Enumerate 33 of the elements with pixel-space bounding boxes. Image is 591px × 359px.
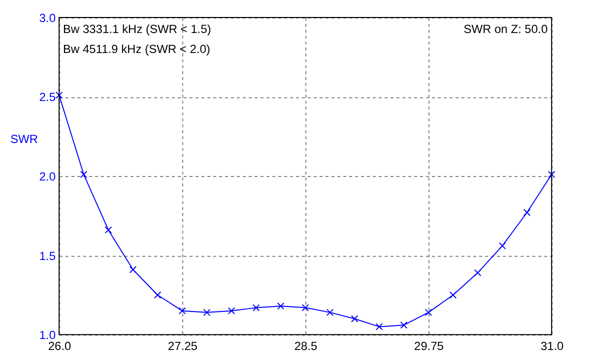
x-tick-label: 29.75 (414, 338, 444, 353)
x-tick-label: 28.5 (294, 338, 318, 353)
point (498, 242, 506, 250)
point (474, 269, 482, 276)
point (326, 308, 334, 316)
point (376, 323, 383, 330)
point (129, 266, 137, 274)
point (252, 304, 260, 312)
y-axis-title: SWR (10, 132, 38, 146)
point (55, 92, 63, 99)
point (400, 322, 408, 329)
y-tick-label: 1.5 (39, 248, 56, 263)
point (154, 291, 162, 299)
point (277, 302, 284, 310)
x-tick-label: 27.25 (168, 338, 198, 353)
point (203, 308, 210, 316)
annotation: SWR on Z: 50.0 (464, 22, 548, 36)
y-tick-label: 2.5 (39, 90, 56, 104)
point (302, 304, 309, 312)
point (548, 170, 556, 178)
point (104, 226, 112, 234)
annotation: Bw 4511.9 kHz (SWR < 2.0) (63, 42, 210, 56)
point (424, 308, 432, 316)
point (228, 307, 236, 314)
point (80, 170, 88, 178)
point (523, 208, 531, 216)
annotation: Bw 3331.1 kHz (SWR < 1.5) (63, 22, 212, 36)
point (178, 307, 186, 314)
y-tick-label: 2.0 (39, 169, 56, 184)
x-tick-label: 31.0 (540, 338, 564, 353)
point (449, 291, 457, 299)
point (350, 315, 358, 322)
y-tick-label: 3.0 (39, 10, 56, 25)
